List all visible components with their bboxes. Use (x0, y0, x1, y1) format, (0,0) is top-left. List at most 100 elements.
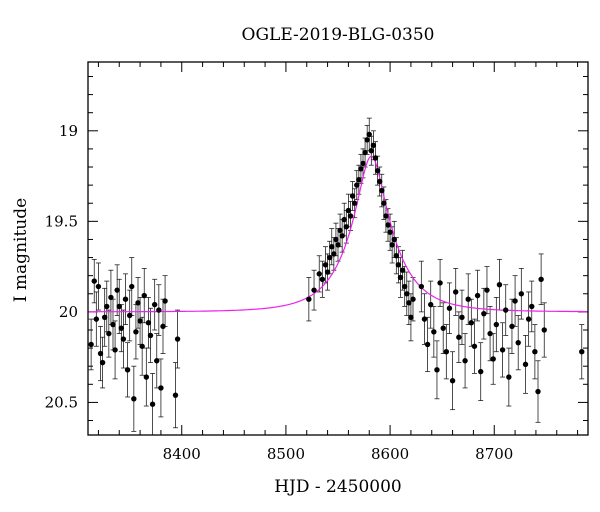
data-point (408, 314, 414, 321)
data-point (101, 314, 108, 321)
data-point (156, 307, 162, 313)
data-point (474, 292, 481, 299)
data-point (397, 274, 404, 281)
data-point (143, 374, 150, 380)
data-point (499, 347, 506, 353)
data-point (335, 242, 341, 248)
data-point (95, 283, 102, 290)
data-point (112, 347, 118, 353)
data-point (490, 356, 496, 362)
data-point (538, 276, 544, 282)
data-point (131, 396, 137, 402)
data-point (339, 233, 345, 239)
data-point (120, 336, 127, 342)
data-point (391, 236, 397, 243)
data-point (135, 300, 141, 306)
data-point (97, 350, 104, 357)
data-point (99, 359, 106, 366)
y-tick-label: 19.5 (45, 212, 78, 230)
data-point (329, 243, 335, 250)
data-point (364, 137, 370, 143)
data-point (395, 262, 402, 268)
data-point (331, 251, 337, 257)
y-tick-label: 20 (59, 303, 78, 321)
data-point (383, 213, 389, 219)
data-point (468, 320, 475, 326)
data-point (311, 287, 317, 293)
data-point (532, 349, 538, 355)
data-point (137, 318, 143, 324)
data-point (381, 200, 387, 206)
data-point (541, 327, 547, 333)
data-point (147, 332, 154, 339)
data-point (387, 229, 393, 235)
x-tick-label: 8700 (475, 445, 513, 463)
y-grid-minor-ticks (88, 75, 588, 422)
data-point (431, 329, 437, 335)
data-point (406, 300, 412, 306)
data-point (449, 377, 456, 384)
data-point (106, 330, 112, 337)
data-point (401, 283, 408, 290)
data-point (126, 312, 133, 319)
data-point (354, 182, 360, 188)
data-point (322, 262, 329, 268)
data-point (434, 367, 440, 373)
data-point (389, 242, 395, 248)
data-point (404, 291, 410, 297)
data-point (306, 296, 312, 302)
data-point (496, 282, 503, 288)
data-point (91, 278, 97, 284)
data-point (324, 269, 331, 275)
data-point (104, 303, 110, 310)
data-point (160, 323, 166, 330)
data-point (145, 320, 152, 326)
data-point (421, 316, 428, 322)
data-point (108, 294, 114, 301)
data-point (529, 303, 535, 310)
data-point (345, 207, 352, 214)
data-point (440, 325, 446, 331)
data-point (124, 367, 131, 373)
data-point (118, 325, 125, 331)
data-point (459, 314, 465, 321)
data-point (522, 361, 529, 368)
data-point (154, 358, 160, 364)
data-point (509, 323, 515, 330)
data-point (493, 321, 500, 328)
data-point (172, 392, 179, 398)
data-point (116, 303, 122, 310)
data-point (424, 341, 431, 348)
data-point (351, 200, 358, 206)
y-tick-label: 20.5 (45, 393, 78, 411)
data-point (337, 227, 343, 234)
data-point (437, 280, 443, 286)
data-point (141, 292, 147, 299)
data-point (343, 224, 350, 230)
data-points (88, 131, 585, 407)
data-point (518, 291, 525, 297)
data-point (151, 301, 158, 308)
data-point (535, 388, 541, 395)
data-point (88, 341, 94, 348)
data-point (110, 321, 116, 328)
data-point (478, 368, 484, 375)
data-point (525, 316, 532, 322)
data-point (399, 267, 406, 273)
data-point (379, 187, 385, 194)
data-point (453, 289, 459, 295)
data-point (174, 336, 181, 342)
data-point (471, 343, 478, 349)
data-point (139, 343, 145, 349)
x-tick-label: 8500 (267, 445, 305, 463)
data-point (484, 287, 490, 293)
data-point (503, 307, 509, 313)
data-point (515, 339, 521, 346)
data-point (376, 178, 383, 185)
data-point (456, 334, 462, 340)
data-point (349, 193, 356, 199)
data-point (443, 349, 450, 355)
data-point (356, 176, 362, 183)
y-tick-label: 19 (59, 122, 78, 140)
